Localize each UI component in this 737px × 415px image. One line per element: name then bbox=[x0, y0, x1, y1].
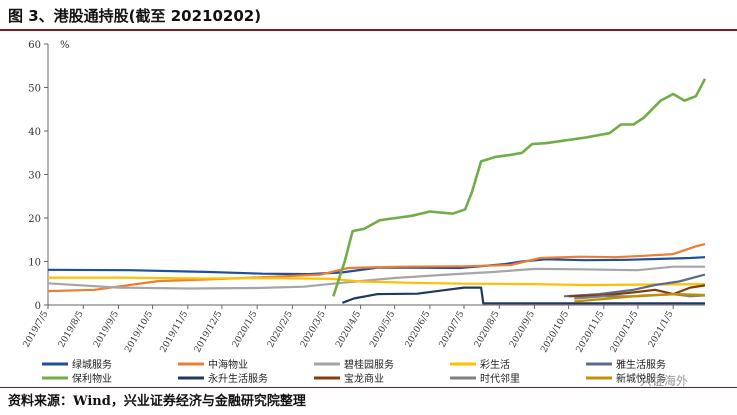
legend-label: 碧桂园服务 bbox=[344, 358, 394, 371]
title-divider bbox=[0, 29, 737, 31]
legend-label: 雅生活服务 bbox=[616, 358, 666, 371]
x-tick-label: 2019/12/5 bbox=[193, 309, 225, 354]
x-tick-label: 2020/12/5 bbox=[609, 309, 641, 354]
x-tick-label: 2020/2/5 bbox=[266, 309, 295, 349]
x-tick-label: 2019/8/5 bbox=[57, 309, 86, 349]
x-tick-label: 2020/10/5 bbox=[539, 309, 571, 354]
title-bar: 图 3、港股通持股(截至 20210202) bbox=[0, 0, 737, 30]
x-tick-label: 2019/7/5 bbox=[22, 309, 51, 349]
series-line-6 bbox=[332, 78, 707, 297]
legend-label: 新城悦服务 bbox=[616, 372, 666, 385]
x-tick-label: 2020/4/5 bbox=[334, 309, 363, 349]
x-tick-label: 2020/7/5 bbox=[438, 309, 467, 349]
x-tick-label: 2020/9/5 bbox=[508, 309, 537, 349]
series-line-3 bbox=[47, 265, 705, 290]
series-line-4 bbox=[48, 276, 706, 287]
legend-label: 宝龙商业 bbox=[344, 372, 384, 385]
chart-area: 0 10 20 30 40 50 60% 2019/7/5 2019/8/5 2019/9/5 20… bbox=[0, 32, 737, 387]
y-axis-unit-label: % bbox=[60, 40, 70, 51]
chart-title: 图 3、港股通持股(截至 20210202) bbox=[8, 7, 262, 25]
series-line-1 bbox=[47, 256, 706, 276]
legend-label: 保利物业 bbox=[72, 372, 112, 385]
x-tick-label: 2021/1/5 bbox=[647, 309, 676, 349]
x-tick-label: 2020/5/5 bbox=[368, 309, 397, 349]
x-tick-label: 2019/10/5 bbox=[123, 309, 155, 354]
y-tick-label: 0 bbox=[35, 301, 41, 312]
x-tick-label: 2020/8/5 bbox=[473, 309, 502, 349]
y-tick-label: 50 bbox=[28, 84, 41, 95]
x-tick-label: 2020/3/5 bbox=[299, 309, 328, 349]
series-line-5 bbox=[564, 273, 706, 298]
source-note: 资料来源：Wind，兴业证券经济与金融研究院整理 bbox=[8, 394, 306, 409]
footer-divider bbox=[0, 387, 737, 388]
series-line-10 bbox=[574, 293, 706, 303]
watermark-text: 兴证海外 bbox=[640, 374, 689, 388]
x-tick-label: 2019/9/5 bbox=[92, 309, 121, 349]
x-tick-label: 2020/1/5 bbox=[231, 309, 260, 349]
legend-label: 永升生活服务 bbox=[208, 372, 268, 385]
y-tick-label: 10 bbox=[28, 258, 41, 269]
legend-label: 彩生活 bbox=[480, 358, 510, 371]
y-tick-label: 20 bbox=[28, 214, 41, 225]
legend-label: 时代邻里 bbox=[480, 372, 520, 385]
y-tick-label: 40 bbox=[28, 127, 41, 138]
y-tick-label: 60 bbox=[28, 40, 41, 51]
y-tick-label: 30 bbox=[28, 171, 41, 182]
legend-label: 绿城服务 bbox=[72, 358, 112, 371]
legend-label: 中海物业 bbox=[208, 358, 248, 371]
x-tick-label: 2019/11/5 bbox=[159, 309, 191, 354]
series-line-7 bbox=[342, 286, 705, 305]
x-tick-label: 2020/11/5 bbox=[575, 309, 607, 354]
series-line-2 bbox=[47, 243, 706, 293]
x-tick-label: 2020/6/5 bbox=[404, 309, 433, 349]
